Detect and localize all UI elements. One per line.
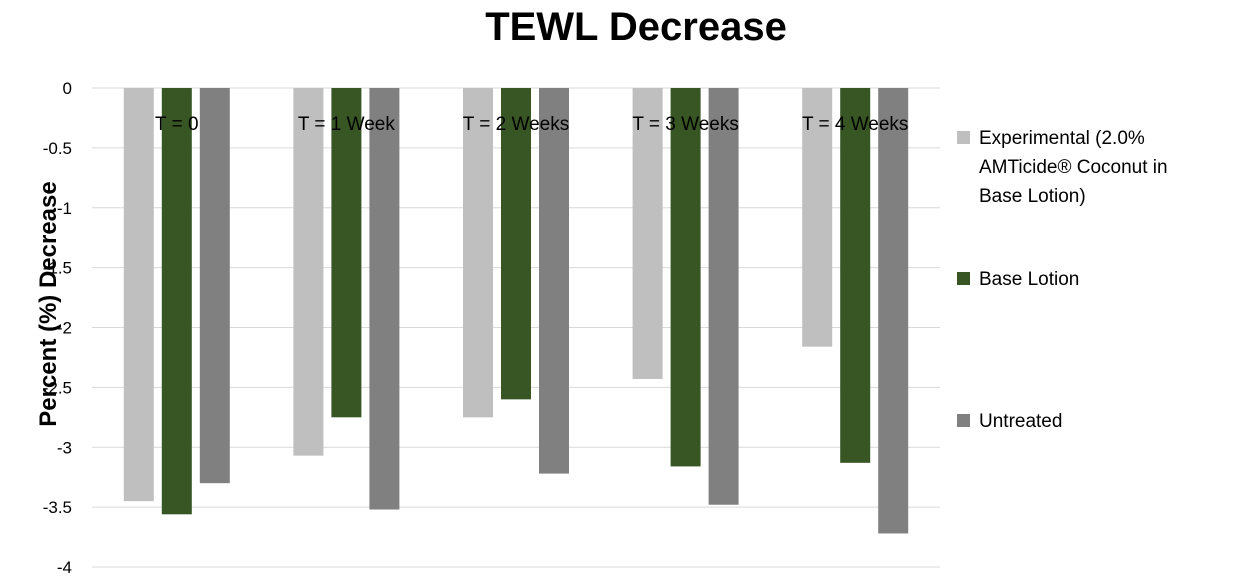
legend-swatch (957, 414, 970, 427)
y-tick-label: -3 (57, 438, 72, 457)
legend-item: Untreated (957, 411, 1062, 432)
y-tick-label: -1.5 (43, 259, 72, 278)
bar-series-0-category-4 (802, 88, 833, 347)
bar-series-1-category-4 (840, 88, 871, 463)
bar-series-1-category-2 (501, 88, 531, 400)
bar-series-2-category-4 (878, 88, 909, 534)
bar-series-0-category-1 (293, 88, 324, 456)
legend-swatch (957, 272, 970, 285)
bar-series-2-category-0 (199, 88, 230, 484)
bar-layer (123, 88, 909, 534)
legend-label: Base Lotion (979, 269, 1079, 290)
bar-series-2-category-2 (539, 88, 569, 474)
y-tick-label: -3.5 (43, 498, 72, 517)
y-axis-tick-labels: 0 -0.5 -1 -1.5 -2 -2.5 -3 -3.5 -4 (43, 79, 72, 577)
legend-label: Experimental (2.0% (979, 128, 1145, 149)
y-tick-label: -1 (57, 199, 72, 218)
legend-label: Untreated (979, 411, 1062, 432)
y-axis-title: Percent (%) Decrease (35, 181, 62, 426)
legend-item: Experimental (2.0% AMTicide® Coconut in Ba… (957, 128, 1168, 207)
category-labels: T = 0 T = 1 Week T = 2 Weeks T = 3 Weeks T =… (155, 114, 908, 135)
bar-series-1-category-0 (161, 88, 192, 515)
category-label: T = 0 (155, 114, 198, 135)
legend-item: Base Lotion (957, 269, 1079, 290)
y-tick-label: -0.5 (43, 139, 72, 158)
y-tick-label: -2 (57, 319, 72, 338)
bar-series-0-category-3 (632, 88, 663, 379)
bar-series-2-category-3 (708, 88, 739, 505)
bar-series-1-category-3 (670, 88, 701, 467)
bar-series-0-category-0 (123, 88, 154, 502)
category-label: T = 2 Weeks (463, 114, 570, 135)
legend-label: AMTicide® Coconut in (979, 157, 1168, 178)
legend: Experimental (2.0% AMTicide® Coconut in Ba… (957, 128, 1168, 432)
y-tick-label: -4 (57, 558, 72, 575)
bar-series-2-category-1 (369, 88, 400, 510)
y-tick-label: -2.5 (43, 378, 72, 397)
category-label: T = 1 Week (298, 114, 395, 135)
category-label: T = 3 Weeks (632, 114, 739, 135)
legend-label: Base Lotion) (979, 186, 1086, 207)
category-label: T = 4 Weeks (802, 114, 909, 135)
chart-title: TEWL Decrease (485, 5, 787, 49)
y-tick-label: 0 (63, 79, 72, 98)
bar-series-1-category-1 (331, 88, 362, 418)
bar-series-0-category-2 (463, 88, 493, 418)
legend-swatch (957, 131, 970, 144)
